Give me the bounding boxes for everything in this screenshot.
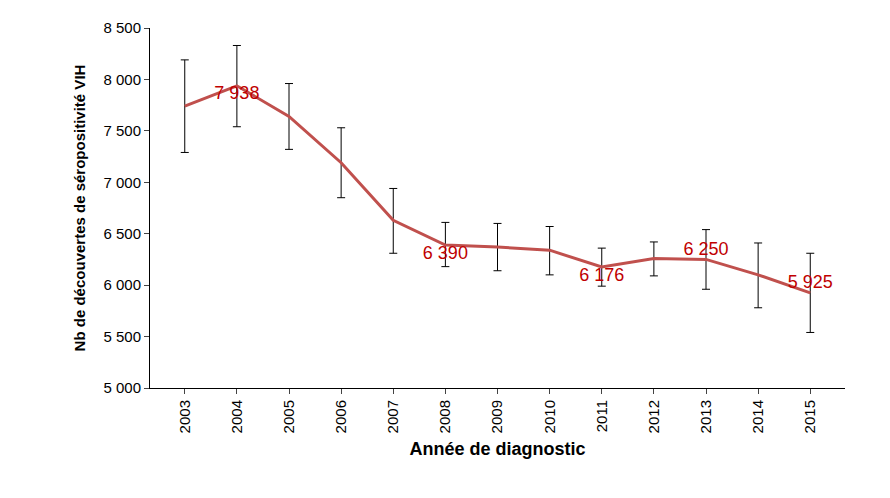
svg-text:2009: 2009 xyxy=(488,400,505,433)
svg-text:7 938: 7 938 xyxy=(214,83,259,103)
svg-text:6 176: 6 176 xyxy=(579,265,624,285)
svg-text:6 250: 6 250 xyxy=(683,239,728,259)
svg-text:2007: 2007 xyxy=(384,400,401,433)
svg-text:2015: 2015 xyxy=(801,400,818,433)
svg-text:2014: 2014 xyxy=(749,400,766,433)
svg-text:2008: 2008 xyxy=(436,400,453,433)
svg-text:2003: 2003 xyxy=(176,400,193,433)
svg-text:2010: 2010 xyxy=(541,400,558,433)
svg-text:Année de diagnostic: Année de diagnostic xyxy=(409,439,585,459)
svg-text:8 000: 8 000 xyxy=(103,71,141,88)
svg-text:6 390: 6 390 xyxy=(423,243,468,263)
svg-text:6 000: 6 000 xyxy=(103,276,141,293)
svg-text:2013: 2013 xyxy=(697,400,714,433)
svg-text:7 500: 7 500 xyxy=(103,122,141,139)
svg-text:Nb de découvertes de séroposit: Nb de découvertes de séropositivité VIH xyxy=(71,65,88,352)
svg-text:2006: 2006 xyxy=(332,400,349,433)
svg-text:2005: 2005 xyxy=(280,400,297,433)
svg-text:7 000: 7 000 xyxy=(103,174,141,191)
svg-text:2011: 2011 xyxy=(593,400,610,432)
svg-text:2012: 2012 xyxy=(645,400,662,433)
svg-text:5 925: 5 925 xyxy=(788,272,833,292)
svg-text:2004: 2004 xyxy=(228,400,245,433)
svg-text:8 500: 8 500 xyxy=(103,19,141,36)
svg-text:6 500: 6 500 xyxy=(103,225,141,242)
svg-text:5 000: 5 000 xyxy=(103,379,141,396)
svg-text:5 500: 5 500 xyxy=(103,328,141,345)
